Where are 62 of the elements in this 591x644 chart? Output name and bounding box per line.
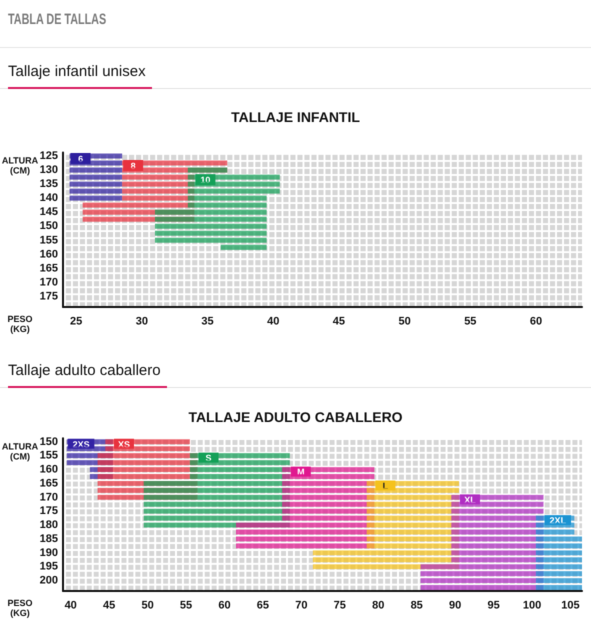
series-label: 2XS xyxy=(72,439,90,450)
x-tick-label: 80 xyxy=(372,600,384,612)
chart-title: TALLAJE ADULTO CABALLERO xyxy=(188,409,403,425)
series-label: 8 xyxy=(130,161,136,172)
y-tick-label: 130 xyxy=(40,164,58,176)
y-tick-label: 180 xyxy=(40,519,58,532)
y-tick-label: 155 xyxy=(40,234,58,246)
y-tick-label: 190 xyxy=(40,546,58,559)
chart-title: TALLAJE INFANTIL xyxy=(231,109,360,125)
x-tick-label: 90 xyxy=(449,600,462,612)
y-tick-label: 125 xyxy=(40,150,58,162)
series-label: S xyxy=(206,453,212,464)
y-tick-label: 170 xyxy=(40,276,58,288)
x-tick-label: 65 xyxy=(256,600,270,612)
x-tick-label: 55 xyxy=(180,600,192,612)
y-tick-label: 165 xyxy=(40,262,58,274)
y-axis-title: ALTURA (CM) xyxy=(2,156,39,176)
x-tick-label: 45 xyxy=(332,316,346,328)
y-tick-label: 160 xyxy=(40,248,58,260)
x-tick-label: 60 xyxy=(218,600,231,612)
y-tick-label: 165 xyxy=(40,477,58,490)
y-tick-label: 195 xyxy=(40,560,58,573)
y-tick-label: 145 xyxy=(40,206,58,218)
x-tick-label: 105 xyxy=(561,600,580,612)
x-tick-label: 75 xyxy=(334,600,346,612)
y-tick-label: 170 xyxy=(40,491,58,504)
x-tick-label: 100 xyxy=(522,600,542,612)
y-tick-label: 185 xyxy=(40,532,58,545)
chart-subtitle: Tallaje adulto caballero xyxy=(8,362,167,388)
x-tick-label: 60 xyxy=(530,316,542,328)
x-tick-label: 55 xyxy=(464,316,476,328)
x-tick-label: 40 xyxy=(267,316,280,328)
y-tick-label: 160 xyxy=(40,464,58,476)
x-tick-label: 50 xyxy=(141,600,154,612)
x-axis-title: PESO (KG) xyxy=(7,314,33,334)
series-label: 10 xyxy=(200,175,210,186)
series-label: M xyxy=(297,467,305,478)
x-tick-label: 85 xyxy=(410,600,423,612)
x-axis-title: PESO (KG) xyxy=(7,598,33,618)
y-tick-label: 175 xyxy=(40,290,58,302)
text: TABLA DE TALLAS xyxy=(8,11,106,28)
x-tick-label: 50 xyxy=(398,316,411,328)
y-tick-label: 175 xyxy=(40,505,58,518)
x-tick-label: 35 xyxy=(201,316,214,328)
y-tick-label: 150 xyxy=(40,436,58,448)
y-tick-label: 150 xyxy=(40,220,58,232)
x-tick-label: 25 xyxy=(70,316,82,328)
series-label: 6 xyxy=(78,154,84,164)
y-tick-label: 155 xyxy=(40,450,58,462)
series-label: L xyxy=(382,480,389,491)
chart-subtitle: Tallaje infantil unisex xyxy=(8,63,152,89)
x-tick-label: 95 xyxy=(487,600,500,612)
y-tick-label: 200 xyxy=(40,574,58,587)
x-tick-label: 45 xyxy=(103,600,116,612)
x-tick-label: 70 xyxy=(295,600,308,612)
y-tick-label: 140 xyxy=(40,192,58,204)
x-tick-label: 40 xyxy=(64,600,77,612)
x-tick-label: 30 xyxy=(136,316,148,328)
y-tick-label: 135 xyxy=(40,178,58,190)
y-axis-title: ALTURA (CM) xyxy=(2,441,39,462)
series-label: XL xyxy=(464,494,476,505)
series-label: XS xyxy=(118,439,130,450)
